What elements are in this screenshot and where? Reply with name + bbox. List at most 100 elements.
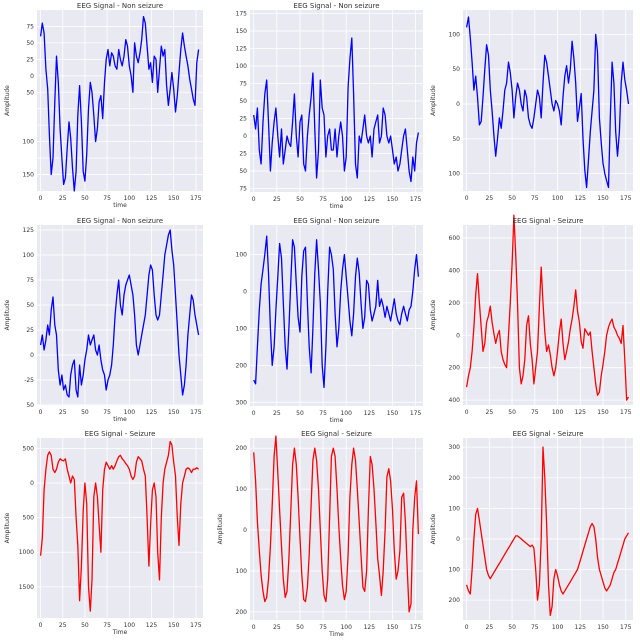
- x-tick-label: 150: [387, 410, 399, 417]
- y-tick-label: 25: [239, 116, 247, 123]
- x-tick-label: 100: [124, 409, 136, 416]
- y-tick-label: 50: [26, 402, 34, 409]
- x-tick-label: 175: [410, 624, 422, 631]
- x-tick-label: 125: [364, 410, 376, 417]
- x-tick-label: 50: [81, 195, 89, 202]
- y-tick-label: 500: [23, 515, 35, 522]
- x-tick-label: 25: [273, 624, 281, 631]
- x-tick-label: 175: [190, 409, 202, 416]
- x-tick-label: 100: [552, 624, 564, 631]
- y-tick-label: 50: [26, 302, 34, 309]
- y-tick-label: -25: [24, 377, 34, 384]
- eeg-panel-7: 0 25 50 75 100 125 150 175 500 0 500 1000 1500 EEG Si…: [4, 430, 203, 636]
- x-axis-label: Time: [112, 629, 128, 636]
- x-tick-label: 150: [168, 409, 180, 416]
- x-axis-label: time: [113, 416, 127, 423]
- y-tick-label: 175: [236, 11, 248, 18]
- x-tick-label: 100: [340, 196, 352, 203]
- x-tick-label: 150: [387, 624, 399, 631]
- x-tick-label: 150: [168, 195, 180, 202]
- plot-area: [37, 10, 203, 191]
- y-tick-label: 125: [236, 46, 248, 53]
- x-axis-label: Time: [328, 631, 344, 637]
- plot-area: [37, 438, 203, 618]
- chart-title: EEG Signal - Non seizure: [293, 2, 379, 10]
- x-tick-label: 25: [59, 409, 67, 416]
- x-tick-label: 175: [410, 410, 422, 417]
- x-tick-label: 75: [103, 622, 111, 629]
- x-tick-label: 175: [620, 624, 632, 631]
- x-tick-label: 125: [146, 195, 158, 202]
- eeg-signal-line: [253, 235, 420, 389]
- x-tick-label: 150: [597, 624, 609, 631]
- eeg-signal-line: [465, 446, 630, 617]
- x-tick-label: 0: [465, 409, 469, 416]
- y-tick-label: 50: [26, 89, 34, 96]
- eeg-signal-line: [39, 440, 199, 612]
- x-tick-label: 25: [273, 196, 281, 203]
- x-axis-label: time: [330, 203, 344, 210]
- chart-title: EEG Signal - Seizure: [85, 430, 156, 438]
- y-tick-label: 100: [236, 63, 248, 70]
- x-tick-label: 150: [168, 622, 180, 629]
- y-tick-label: 100: [23, 139, 35, 146]
- y-tick-label: 0: [243, 527, 247, 534]
- y-tick-label: 150: [236, 28, 248, 35]
- x-tick-label: 175: [620, 195, 632, 202]
- x-tick-label: 25: [486, 409, 494, 416]
- x-tick-label: 100: [340, 410, 352, 417]
- y-axis-label: Amplitude: [430, 85, 437, 116]
- x-tick-label: 75: [531, 624, 539, 631]
- y-axis-label: Amplitude: [4, 512, 11, 543]
- chart-title: EEG Signal - Non seizure: [77, 217, 163, 225]
- y-tick-label: 500: [23, 445, 35, 452]
- y-tick-label: 1500: [19, 584, 34, 591]
- y-axis-label: Amplitude: [217, 513, 224, 544]
- x-tick-label: 0: [39, 195, 43, 202]
- x-tick-label: 125: [146, 409, 158, 416]
- x-tick-label: 100: [124, 195, 136, 202]
- y-tick-label: 200: [449, 365, 461, 372]
- y-tick-label: 200: [236, 609, 248, 616]
- chart-title: EEG Signal - Seizure: [301, 430, 372, 438]
- y-axis-label: Amplitude: [4, 299, 11, 330]
- eeg-signal-line: [465, 16, 630, 189]
- y-tick-label: 50: [239, 98, 247, 105]
- y-tick-label: 100: [236, 486, 248, 493]
- x-tick-label: 50: [508, 624, 516, 631]
- y-tick-label: 300: [449, 444, 461, 451]
- y-tick-label: 50: [239, 168, 247, 175]
- eeg-signal-line: [39, 15, 200, 192]
- y-tick-label: 600: [449, 235, 461, 242]
- y-tick-label: 25: [26, 327, 34, 334]
- eeg-panel-8: 0 25 50 75 100 125 150 175 200 100 0 100 200 EEG Sign…: [217, 430, 423, 638]
- x-tick-label: 25: [486, 195, 494, 202]
- x-tick-label: 75: [103, 409, 111, 416]
- eeg-signal-line: [39, 229, 200, 398]
- x-tick-label: 125: [364, 196, 376, 203]
- x-tick-label: 150: [597, 409, 609, 416]
- y-tick-label: 75: [26, 277, 34, 284]
- eeg-panel-9: 0 25 50 75 100 125 150 175 300 200 100 0 100 200 EEG S…: [430, 430, 633, 631]
- y-axis-label: Amplitude: [430, 299, 437, 330]
- plot-area: [250, 438, 423, 620]
- x-tick-label: 125: [364, 624, 376, 631]
- x-axis-label: time: [113, 202, 127, 209]
- chart-title: EEG Signal - Non seizure: [293, 217, 379, 225]
- x-tick-label: 0: [252, 410, 256, 417]
- x-tick-label: 0: [465, 195, 469, 202]
- y-tick-label: 200: [449, 597, 461, 604]
- x-tick-label: 0: [252, 624, 256, 631]
- y-tick-label: 0: [243, 288, 247, 295]
- y-axis-label: Amplitude: [4, 85, 11, 116]
- plot-area: [463, 10, 633, 191]
- y-tick-label: 75: [239, 81, 247, 88]
- eeg-signal-line: [253, 435, 420, 613]
- x-tick-label: 100: [124, 622, 136, 629]
- x-tick-label: 25: [59, 622, 67, 629]
- y-tick-label: 75: [239, 186, 247, 193]
- y-tick-label: 50: [26, 40, 34, 47]
- x-tick-label: 150: [387, 196, 399, 203]
- x-tick-label: 50: [508, 195, 516, 202]
